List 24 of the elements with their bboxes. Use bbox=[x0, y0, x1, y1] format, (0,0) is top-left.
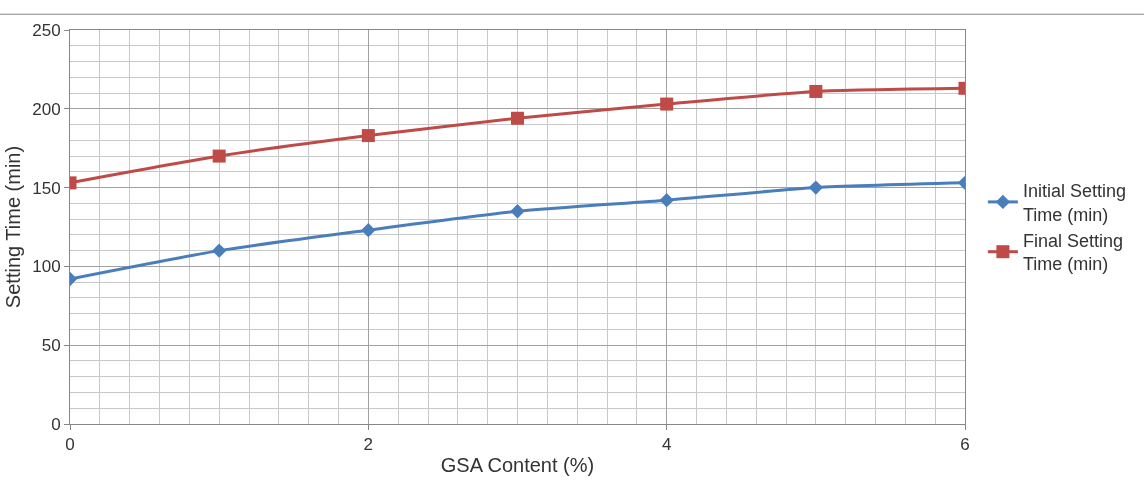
x-axis-title: GSA Content (%) bbox=[440, 453, 595, 476]
y-tick-label: 50 bbox=[41, 336, 61, 356]
y-tick-label: 150 bbox=[32, 178, 61, 198]
point bbox=[809, 84, 823, 98]
point bbox=[212, 149, 226, 163]
y-axis-title: Setting Time (min) bbox=[1, 145, 24, 309]
y-tick-label: 0 bbox=[51, 414, 61, 434]
legend-label: Initial Setting Time (min) bbox=[1022, 181, 1126, 225]
y-tick-label: 100 bbox=[32, 257, 61, 277]
x-tick-label: 2 bbox=[363, 435, 374, 455]
point bbox=[361, 223, 376, 238]
x-tick-label: 0 bbox=[65, 435, 75, 455]
y-tick-label: 250 bbox=[32, 20, 61, 40]
point bbox=[808, 180, 823, 195]
legend-label: Final Setting Time (min) bbox=[1022, 231, 1123, 275]
x-tick-label: 4 bbox=[661, 435, 672, 455]
point bbox=[659, 193, 674, 208]
point bbox=[361, 129, 375, 143]
point bbox=[212, 243, 227, 258]
y-tick-label: 200 bbox=[32, 99, 61, 119]
point bbox=[660, 97, 674, 111]
point bbox=[511, 111, 524, 125]
point bbox=[510, 204, 525, 219]
x-tick-label: 6 bbox=[960, 435, 970, 455]
